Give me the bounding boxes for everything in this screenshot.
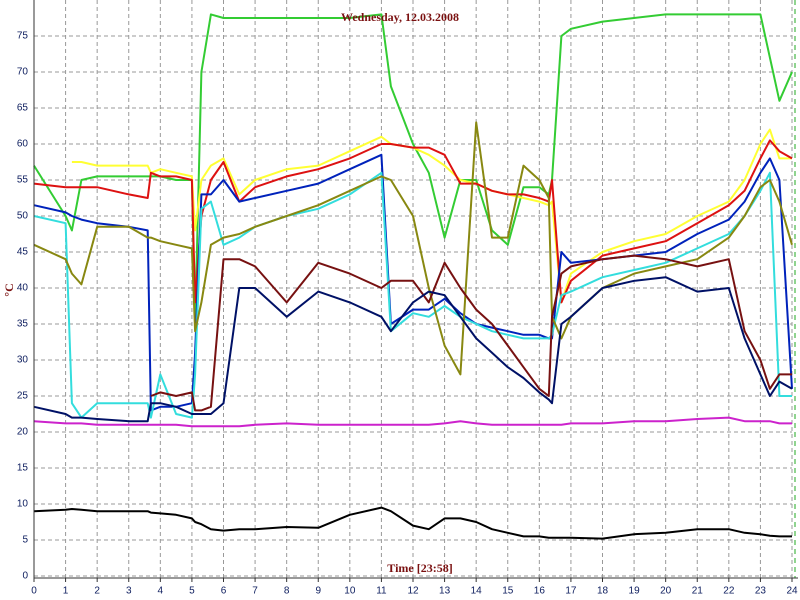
y-tick-label: 75: [17, 31, 29, 42]
x-tick-label: 0: [31, 586, 37, 597]
y-tick-label: 5: [22, 535, 28, 546]
series-line: [71, 128, 792, 304]
y-tick-label: 15: [17, 463, 29, 474]
x-tick-label: 16: [534, 586, 546, 597]
series-line: [33, 153, 793, 412]
x-tick-label: 3: [126, 586, 132, 597]
series-line: [150, 254, 792, 412]
x-tick-label: 23: [755, 586, 767, 597]
x-tick-label: 10: [344, 586, 356, 597]
y-tick-label: 10: [17, 499, 29, 510]
y-tick-label: 55: [17, 175, 29, 186]
y-tick-label: 60: [17, 139, 29, 150]
series-line: [33, 276, 793, 423]
x-tick-label: 2: [94, 586, 100, 597]
series-line: [33, 506, 792, 540]
x-tick-label: 12: [407, 586, 419, 597]
plot-lines: [33, 13, 793, 540]
x-tick-label: 19: [629, 586, 641, 597]
y-tick-label: 65: [17, 103, 29, 114]
x-tick-label: 15: [502, 586, 514, 597]
y-tick-label: 70: [17, 67, 29, 78]
x-tick-label: 20: [660, 586, 672, 597]
series-line: [33, 121, 793, 376]
x-tick-label: 13: [439, 586, 451, 597]
y-tick-label: 25: [17, 391, 29, 402]
x-tick-label: 11: [376, 586, 387, 597]
series-line: [33, 13, 793, 325]
y-tick-label: 0: [22, 571, 28, 582]
x-tick-label: 21: [692, 586, 704, 597]
y-tick-label: 30: [17, 355, 29, 366]
x-tick-label: 8: [284, 586, 290, 597]
x-tick-label: 4: [158, 586, 164, 597]
chart-title: Wednesday, 12.03.2008: [341, 10, 459, 24]
x-axis-title: Time [23:58]: [387, 561, 452, 575]
x-tick-label: 5: [189, 586, 195, 597]
series-line: [33, 416, 792, 428]
y-axis-title: °C: [2, 283, 16, 296]
y-tick-label: 35: [17, 319, 29, 330]
y-tick-label: 50: [17, 211, 29, 222]
y-tick-label: 45: [17, 247, 29, 258]
x-tick-label: 1: [63, 586, 69, 597]
x-tick-label: 24: [786, 586, 798, 597]
series-line: [33, 139, 793, 304]
x-tick-label: 9: [315, 586, 321, 597]
y-tick-label: 20: [17, 427, 29, 438]
x-tick-label: 17: [565, 586, 577, 597]
x-tick-label: 7: [252, 586, 258, 597]
x-tick-label: 22: [723, 586, 735, 597]
y-tick-label: 40: [17, 283, 29, 294]
x-tick-label: 14: [471, 586, 483, 597]
x-tick-label: 6: [221, 586, 227, 597]
x-tick-label: 18: [597, 586, 609, 597]
